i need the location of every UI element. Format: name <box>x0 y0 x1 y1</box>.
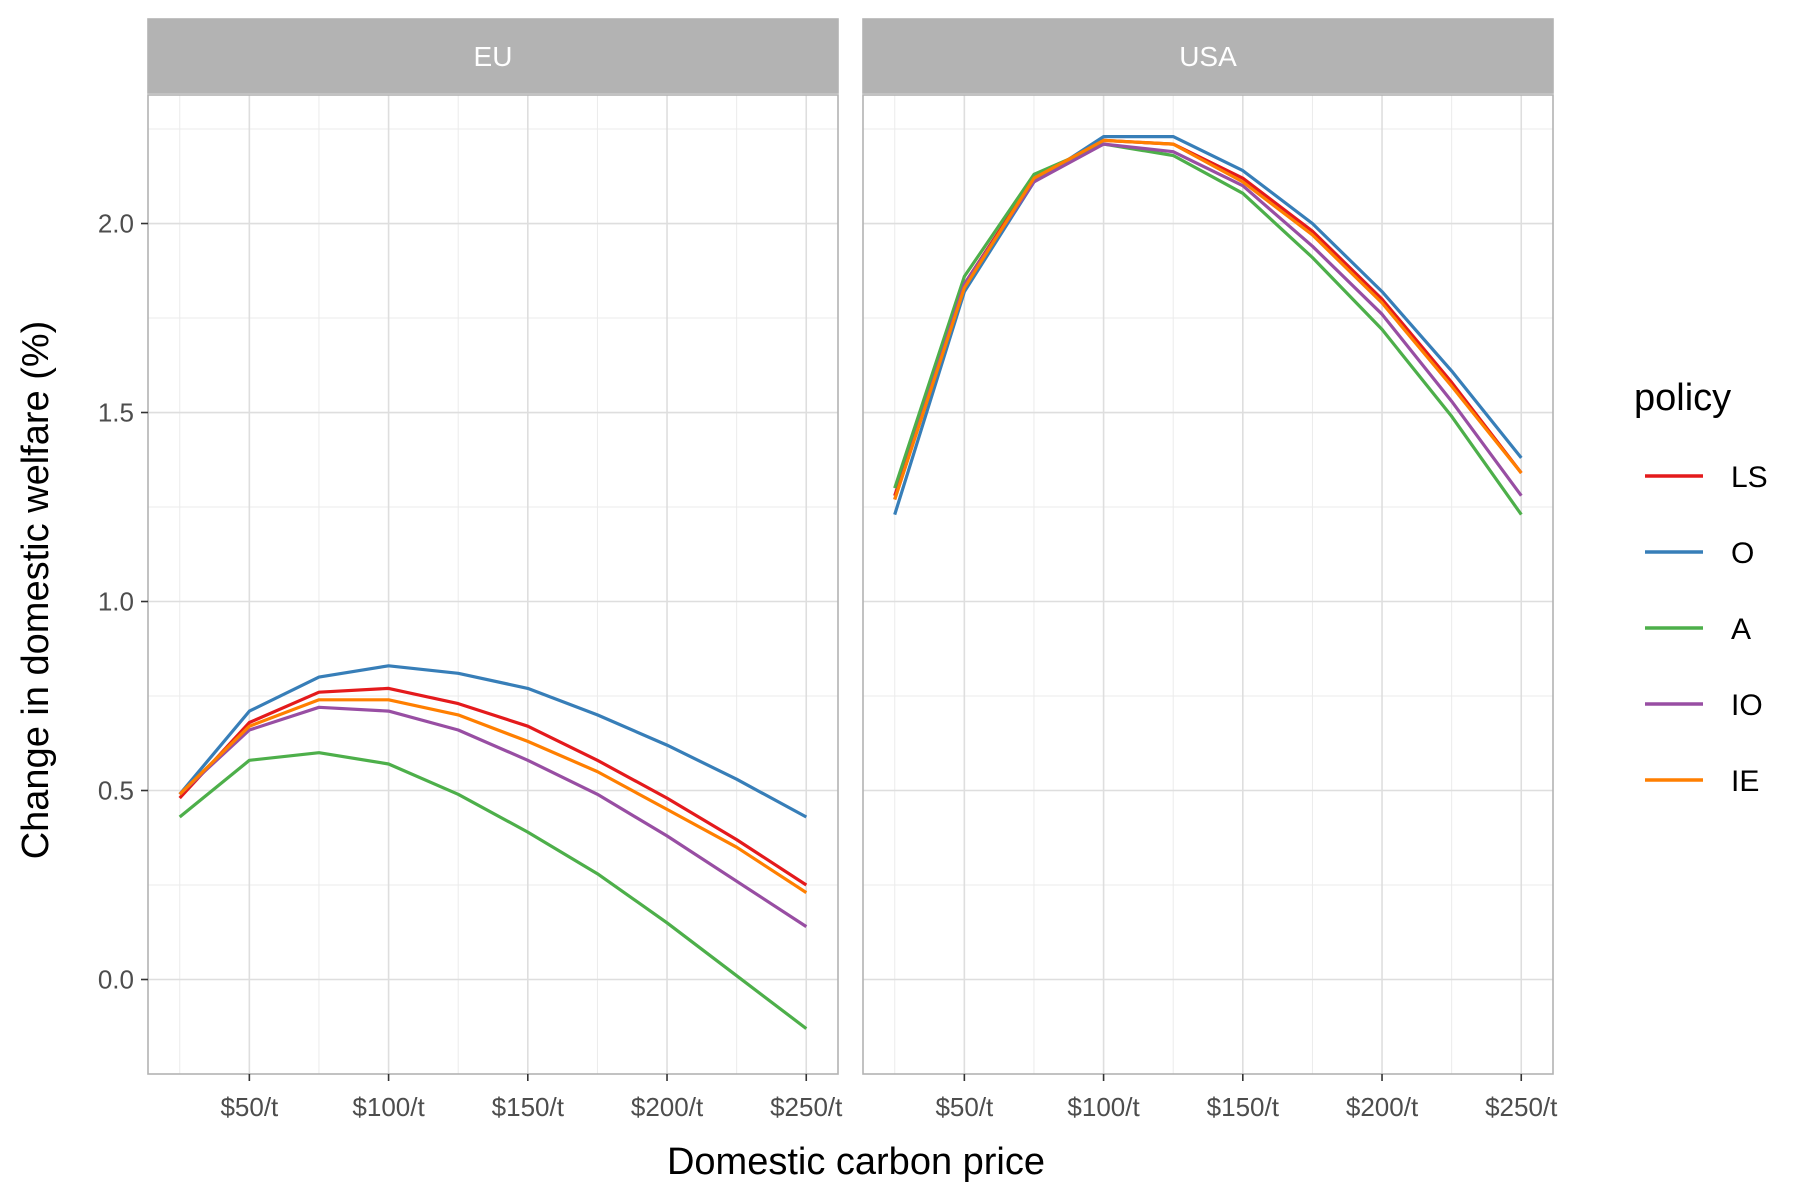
facet-strip-label: EU <box>474 41 513 72</box>
facet-panels: EU $50/t $100/t $150/t $200/t $250/t USA $50/t $… <box>147 18 1558 1122</box>
panel-eu: EU $50/t $100/t $150/t $200/t $250/t <box>147 18 843 1122</box>
x-tick-label: $150/t <box>1207 1092 1280 1122</box>
legend-item-io: IO <box>1645 689 1763 722</box>
x-tick-label: $50/t <box>935 1092 994 1122</box>
facet-strip <box>862 18 1554 94</box>
legend-item-ie: IE <box>1645 765 1759 798</box>
x-tick-label: $100/t <box>1067 1092 1140 1122</box>
y-tick-label: 1.5 <box>98 398 134 428</box>
series-line-ie <box>893 138 1523 501</box>
y-tick-label: 2.0 <box>98 209 134 239</box>
legend-label: IO <box>1731 689 1763 722</box>
legend-item-ls: LS <box>1645 461 1768 494</box>
series-line-io <box>178 705 808 928</box>
legend-item-o: O <box>1645 537 1754 570</box>
legend-items: LS O A IO IE <box>1645 461 1768 798</box>
series-line-a <box>178 751 808 1030</box>
series-line-a <box>893 142 1523 516</box>
series-line-o <box>893 135 1523 516</box>
x-tick-label: $250/t <box>770 1092 843 1122</box>
x-tick-label: $250/t <box>1485 1092 1558 1122</box>
x-tick-label: $200/t <box>631 1092 704 1122</box>
y-tick-label: 1.0 <box>98 587 134 617</box>
legend-title: policy <box>1634 377 1731 419</box>
legend-item-a: A <box>1645 613 1751 646</box>
panel-usa: USA $50/t $100/t $150/t $200/t $250/t <box>862 18 1558 1122</box>
y-tick-label: 0.5 <box>98 776 134 806</box>
x-axis-title: Domestic carbon price <box>667 1141 1045 1183</box>
legend-label: IE <box>1731 765 1759 798</box>
panel-border <box>862 94 1554 1075</box>
y-axis-title: Change in domestic welfare (%) <box>15 321 57 860</box>
panel-background <box>148 95 838 1074</box>
legend-label: O <box>1731 537 1754 570</box>
series-line-ie <box>178 698 808 894</box>
x-tick-label: $200/t <box>1346 1092 1419 1122</box>
facet-strip-label: USA <box>1179 41 1237 72</box>
x-tick-label: $100/t <box>352 1092 425 1122</box>
series-line-ls <box>178 686 808 887</box>
panel-background <box>863 95 1553 1074</box>
legend-label: A <box>1731 613 1751 646</box>
panel-border <box>147 94 839 1075</box>
y-axis: 0.0 0.5 1.0 1.5 2.0 <box>98 209 148 995</box>
legend: policy LS O A IO IE <box>1634 377 1768 798</box>
series-line-o <box>178 664 808 819</box>
legend-label: LS <box>1731 461 1768 494</box>
x-tick-label: $150/t <box>492 1092 565 1122</box>
y-tick-label: 0.0 <box>98 965 134 995</box>
facet-strip <box>147 18 839 94</box>
x-tick-label: $50/t <box>220 1092 279 1122</box>
